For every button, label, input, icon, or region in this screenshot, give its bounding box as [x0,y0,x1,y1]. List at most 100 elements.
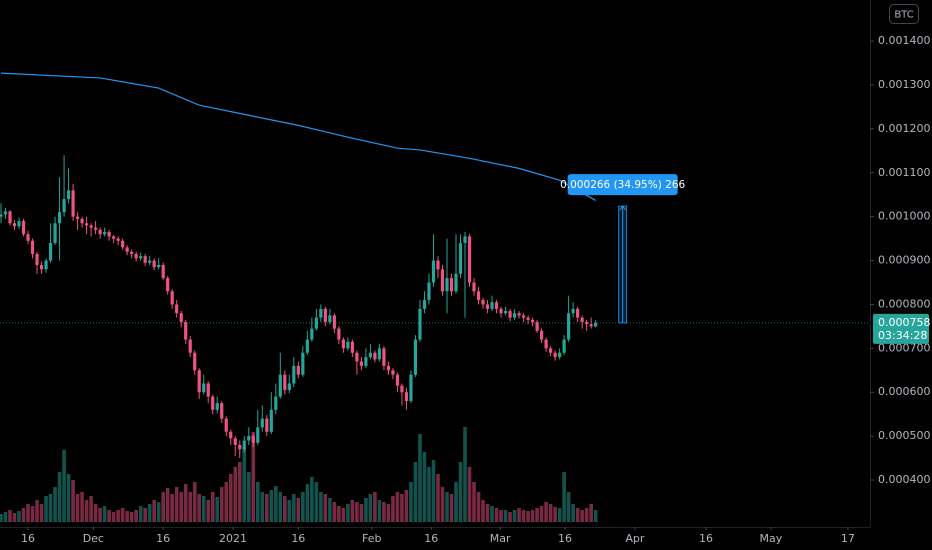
candle-body [350,341,354,353]
candle-body [512,313,517,318]
candle-body [490,302,494,309]
candle-body [287,383,291,391]
candle-body [427,282,431,301]
y-tick-label: 0.000700 [878,341,931,354]
candle-body [265,418,269,432]
candle-body [454,273,458,292]
candle-body [553,352,557,358]
volume-bar [535,508,539,522]
volume-bar [12,513,17,522]
volume-bar [93,504,98,522]
candle-body [238,444,242,450]
volume-bar [152,500,156,522]
currency-badge[interactable] [889,4,919,24]
volume-bar [593,510,598,522]
candle-body [166,278,170,292]
candle-body [521,315,526,318]
candle-body [242,440,246,450]
volume-bar [197,494,202,522]
volume-bar [539,506,544,522]
candle-body [21,221,26,235]
volume-bar [264,494,269,522]
candle-body [66,190,71,200]
candle-body [161,264,165,279]
volume-bar [129,512,134,522]
candle-body [220,403,224,419]
candle-body [481,300,485,305]
volume-bar [301,492,305,522]
volume-bar [296,498,301,522]
y-tick-label: 0.000800 [878,297,931,310]
volume-bar [274,486,278,522]
candle-body [94,227,98,230]
candle-body [283,374,287,391]
measure-label-box [567,174,678,196]
volume-bar [224,482,229,522]
candle-body [89,225,93,228]
volume-bar [458,462,463,522]
candle-body [364,357,368,366]
candle-body [328,315,332,323]
candle-body [463,236,467,244]
candle-body [179,313,183,323]
volume-bar [98,508,102,522]
volume-bar [107,510,111,522]
volume-bar [0,514,3,522]
volume-bar [57,472,62,522]
candle-body [413,339,418,375]
candle-body [80,218,84,224]
candle-body [499,308,503,314]
volume-bar [292,494,296,522]
volume-bar [485,504,490,522]
volume-bar [242,447,247,522]
candle-body [116,238,120,241]
candle-body [305,339,309,353]
volume-bar [355,502,359,522]
volume-bar [409,482,413,522]
volume-bar [332,502,337,522]
candle-body [544,339,548,349]
candle-body [48,243,53,261]
candle-body [549,348,553,353]
candle-body [292,365,296,384]
volume-bar [431,460,436,522]
volume-bar [26,504,30,522]
volume-bar [206,500,211,522]
volume-bar [125,511,129,522]
candle-body [386,365,391,371]
volume-bar [21,508,26,522]
volume-bar [404,490,409,522]
volume-bar [463,427,467,522]
candle-body [494,302,499,309]
candle-body [139,256,143,259]
volume-bar [449,494,454,522]
candle-body [422,300,427,309]
y-tick-label: 0.000400 [878,473,931,486]
candle-body [274,396,278,410]
candle-body [580,317,584,323]
volume-bar [436,474,440,522]
volume-bar [490,506,494,522]
candle-body [112,236,116,239]
candle-body [576,308,580,318]
volume-bar [310,477,314,522]
candle-body [400,385,404,393]
candle-body [206,383,210,397]
candle-body [562,339,566,353]
candle-body [278,374,282,397]
volume-bar [440,487,445,522]
volume-bar [395,492,400,522]
volume-bar [170,494,174,522]
x-tick-label: Mar [490,532,511,545]
candle-body [0,214,3,217]
moving-average [0,72,596,201]
candle-body [247,436,251,441]
candle-body [409,374,413,402]
volume-bar [377,500,382,522]
volume-bar [575,508,580,522]
volume-bar [143,508,147,522]
y-tick-label: 0.001400 [878,34,931,47]
candle-body [585,322,589,325]
candle-body [445,278,449,292]
candle-body [431,260,436,283]
